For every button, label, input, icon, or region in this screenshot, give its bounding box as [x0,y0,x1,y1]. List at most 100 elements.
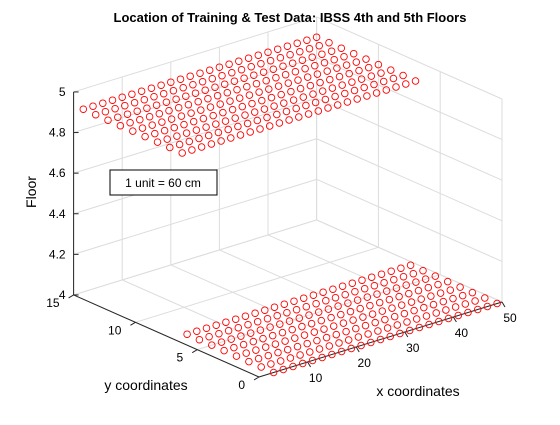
data-point [376,335,385,344]
data-point [265,122,274,130]
data-point [254,354,263,363]
z-tick-label: 4 [59,288,66,302]
data-point [220,80,229,88]
data-point [339,319,348,327]
data-point [412,278,420,286]
data-point [458,291,467,300]
data-point [245,357,253,366]
data-point [276,357,285,365]
data-point [255,88,263,96]
data-point [436,289,445,297]
z-axis-label: Floor [23,176,39,208]
data-point [322,296,330,305]
data-point [263,113,271,122]
data-point [341,290,349,299]
data-point [206,103,215,111]
data-point [304,110,313,118]
data-point [126,118,134,127]
data-point [403,318,411,326]
data-point [374,60,383,69]
data-point [321,95,330,104]
data-point [220,346,228,355]
data-point [366,301,374,310]
data-point [291,67,300,76]
floor-grid-line-y [135,246,379,323]
data-point [286,50,294,59]
data-point [471,297,479,305]
data-point [183,330,191,338]
data-point [302,101,310,110]
data-point [390,312,399,321]
data-point [281,70,290,79]
data-point [362,55,370,63]
data-point [227,335,235,343]
data-point [256,326,265,334]
series-5th-floor [79,33,420,157]
data-point [118,93,126,101]
back-wall-grid-line [73,16,317,93]
data-point [407,298,416,306]
data-point [209,111,217,120]
data-point [157,81,165,89]
data-point [246,128,254,136]
floor-grid-line-x [219,249,406,333]
data-point [175,140,184,149]
data-point [371,318,379,327]
data-point [249,337,258,346]
data-point [409,269,418,278]
data-point [387,267,395,275]
data-point [158,118,166,126]
x-tick-label: 30 [406,341,420,355]
data-point [273,110,281,119]
data-point [295,113,303,121]
data-point [310,328,319,336]
data-point [251,309,259,317]
data-point [359,313,367,321]
data-point [295,314,304,322]
data-point [194,97,202,106]
y-tick-label: 5 [177,351,184,365]
data-point [327,313,335,322]
data-point [148,121,156,129]
x-tick-mark [501,301,506,308]
data-point [244,320,252,329]
data-point [123,110,132,118]
data-point [141,132,149,141]
data-point [361,321,370,330]
data-point [213,91,222,100]
data-point [259,334,267,343]
data-point [291,334,299,342]
data-point [363,293,372,301]
data-point [234,323,243,332]
data-point [227,134,235,142]
data-point [292,305,301,314]
data-point [143,104,151,112]
y-axis-line [73,294,260,378]
data-point [159,89,168,98]
data-point [444,314,453,323]
data-point [293,342,302,351]
floor-grid-line-y [197,274,441,351]
data-point [275,119,284,127]
data-point [337,347,346,356]
data-point [173,132,181,140]
data-point [381,315,389,324]
data-point [420,303,428,312]
data-point [223,88,232,97]
data-point [352,58,361,66]
data-point [298,359,307,368]
data-point [316,78,324,87]
side-wall-grid-line [316,138,503,222]
data-point [129,127,137,135]
data-point [108,96,117,104]
data-point [287,87,295,96]
data-point [243,119,252,128]
data-point [298,322,306,331]
data-point [421,275,430,283]
data-point [377,69,385,77]
x-tick-label: 10 [309,371,323,385]
data-point [150,92,158,101]
annotation-box: 1 unit = 60 cm [109,169,218,196]
data-point [389,74,398,83]
data-point [325,342,334,350]
